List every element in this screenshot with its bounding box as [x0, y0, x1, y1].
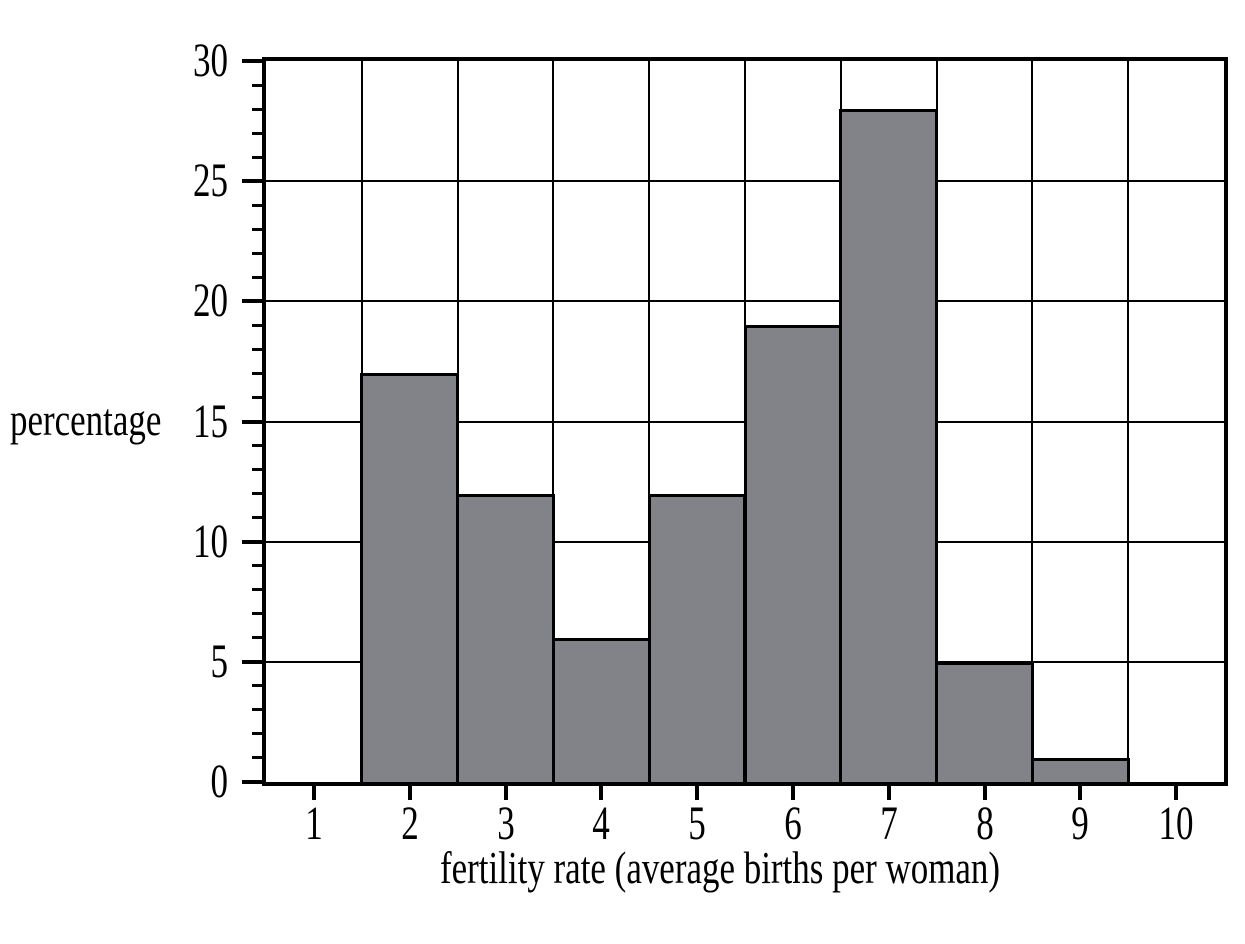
v-gridline: [1031, 61, 1034, 782]
y-axis-minor-tick: [252, 444, 266, 448]
y-axis-minor-tick: [252, 564, 266, 568]
y-axis-major-tick: [242, 419, 266, 424]
y-axis-minor-tick: [252, 708, 266, 712]
y-tick-label: 0: [210, 755, 228, 808]
v-gridline: [648, 61, 651, 782]
y-axis-major-tick: [242, 539, 266, 544]
y-axis-minor-tick: [252, 203, 266, 207]
x-axis-tick: [886, 782, 891, 800]
x-axis-tick: [503, 782, 508, 800]
y-axis-minor-tick: [252, 155, 266, 159]
x-tick-label: 8: [975, 797, 994, 850]
y-axis-minor-tick: [252, 347, 266, 351]
y-tick-label: 25: [192, 154, 228, 208]
y-axis-minor-tick: [252, 684, 266, 688]
histogram-bar: [647, 493, 747, 782]
x-tick-label: 1: [305, 797, 323, 850]
x-axis-tick: [599, 782, 604, 800]
y-axis-minor-tick: [252, 371, 266, 375]
y-axis-minor-tick: [252, 323, 266, 327]
y-axis-minor-tick: [252, 83, 266, 87]
x-tick-label: 6: [784, 797, 802, 850]
x-axis-tick: [1078, 782, 1083, 800]
y-axis-major-tick: [242, 179, 266, 184]
x-axis-title: fertility rate (average births per woman…: [439, 842, 1001, 893]
x-tick-label: 10: [1158, 797, 1194, 850]
y-axis-major-tick: [242, 59, 266, 63]
x-tick-label: 2: [400, 797, 419, 850]
x-tick-label: 7: [879, 797, 898, 850]
histogram-bar: [935, 661, 1034, 782]
x-axis-tick: [407, 782, 412, 800]
y-axis-minor-tick: [252, 107, 266, 111]
y-axis-minor-tick: [252, 756, 266, 760]
y-axis-minor-tick: [252, 516, 266, 520]
y-axis-minor-tick: [252, 612, 266, 616]
x-tick-label: 9: [1071, 797, 1090, 850]
y-axis-minor-tick: [252, 251, 266, 255]
y-tick-label: 30: [192, 34, 228, 87]
y-axis-minor-tick: [252, 395, 266, 399]
histogram-bar: [743, 325, 843, 782]
y-axis-minor-tick: [252, 468, 266, 472]
v-gridline: [1127, 61, 1130, 782]
histogram-bar: [1030, 757, 1130, 782]
v-gridline: [552, 61, 555, 782]
y-axis-major-tick: [242, 299, 266, 304]
y-axis-major-tick: [242, 659, 266, 664]
histogram-bar: [551, 637, 651, 782]
x-axis-tick: [1174, 782, 1179, 800]
y-axis-minor-tick: [252, 275, 266, 279]
x-tick-label: 4: [592, 797, 611, 850]
y-axis-minor-tick: [252, 492, 266, 496]
x-tick-label: 5: [688, 797, 706, 850]
y-tick-label: 15: [192, 394, 228, 448]
y-axis-minor-tick: [252, 131, 266, 135]
y-tick-label: 20: [192, 274, 228, 328]
y-axis-minor-tick: [252, 588, 266, 592]
y-tick-label: 5: [210, 634, 228, 688]
y-axis-minor-tick: [252, 227, 266, 231]
y-tick-label: 10: [192, 514, 228, 568]
y-axis-minor-tick: [252, 636, 266, 640]
histogram-bar: [456, 493, 555, 782]
plot-area: 0 5 10 15 20 25 30 1 2 3 4 5 6 7 8 9 10: [193, 37, 1228, 848]
y-axis-title: percentage: [10, 394, 162, 445]
y-axis-major-tick: [242, 780, 266, 784]
x-tick-label: 3: [496, 797, 515, 850]
x-axis-tick: [311, 782, 316, 800]
y-axis-minor-tick: [252, 732, 266, 736]
histogram-bar: [839, 109, 939, 782]
x-axis-tick: [790, 782, 795, 800]
histogram-bar: [360, 373, 460, 782]
x-axis-tick: [982, 782, 987, 800]
x-axis-tick: [695, 782, 700, 800]
